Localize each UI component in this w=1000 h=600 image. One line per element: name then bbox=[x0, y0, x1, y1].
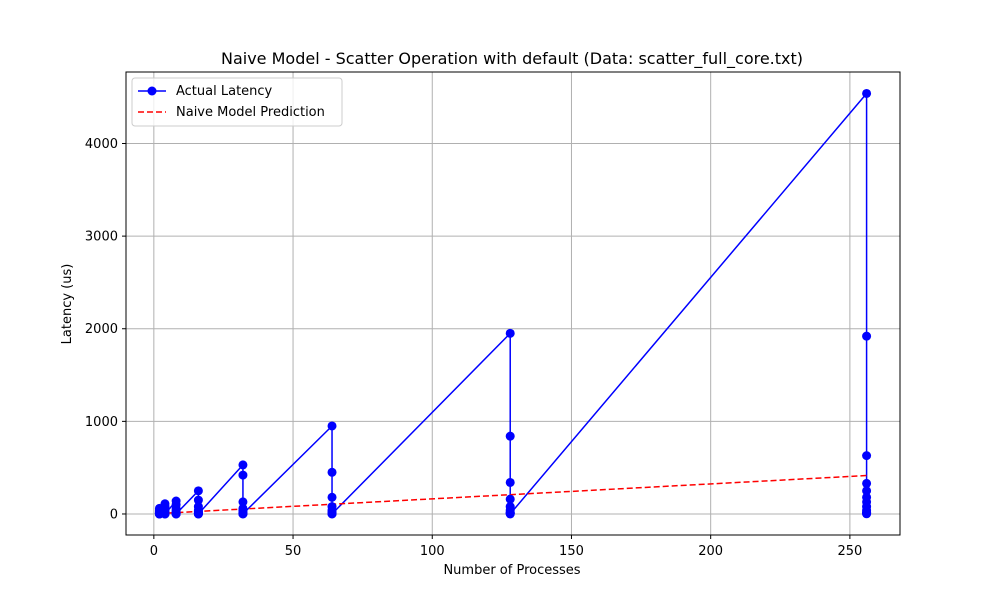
x-tick-label: 200 bbox=[698, 544, 723, 559]
y-tick-label: 1000 bbox=[85, 415, 118, 430]
actual-latency-point bbox=[505, 509, 515, 519]
actual-latency-point bbox=[160, 509, 170, 519]
actual-latency-point bbox=[862, 451, 872, 461]
axes: 0 50 100 150 200 250 0 1000 2000 3000 4000 bbox=[85, 71, 901, 559]
y-axis-label: Latency (us) bbox=[60, 264, 75, 345]
actual-latency-point bbox=[862, 331, 872, 341]
actual-latency-point bbox=[862, 509, 872, 519]
actual-latency-point bbox=[862, 478, 872, 488]
x-axis-label: Number of Processes bbox=[443, 563, 580, 578]
actual-latency-point bbox=[171, 509, 181, 519]
y-tick-label: 2000 bbox=[85, 322, 118, 337]
naive-prediction-line bbox=[159, 474, 867, 515]
y-tick-label: 0 bbox=[110, 507, 118, 522]
actual-latency-point bbox=[238, 509, 248, 519]
actual-latency-point bbox=[238, 497, 248, 507]
x-tick-label: 50 bbox=[285, 544, 302, 559]
legend-box bbox=[131, 77, 343, 127]
x-tick-label: 250 bbox=[837, 544, 862, 559]
x-tick-label: 100 bbox=[420, 544, 445, 559]
y-tick-label: 4000 bbox=[85, 137, 118, 152]
actual-latency-point bbox=[505, 494, 515, 504]
data-layer bbox=[154, 88, 872, 519]
actual-latency-point bbox=[505, 431, 515, 441]
legend-naive-label: Naive Model Prediction bbox=[176, 105, 325, 120]
actual-latency-point bbox=[505, 477, 515, 487]
actual-latency-line bbox=[158, 92, 868, 515]
grid bbox=[126, 72, 900, 535]
legend-actual-marker bbox=[147, 86, 157, 96]
actual-latency-point bbox=[327, 509, 337, 519]
actual-latency-point bbox=[193, 486, 203, 496]
actual-latency-point bbox=[327, 492, 337, 502]
actual-latency-point bbox=[193, 495, 203, 505]
plot-frame bbox=[125, 71, 901, 536]
x-tick-label: 0 bbox=[150, 544, 158, 559]
actual-latency-point bbox=[327, 467, 337, 477]
actual-latency-point bbox=[862, 88, 872, 98]
x-tick-label: 150 bbox=[559, 544, 584, 559]
actual-latency-point bbox=[327, 421, 337, 431]
actual-latency-point bbox=[862, 486, 872, 496]
actual-latency-point bbox=[505, 328, 515, 338]
actual-latency-point bbox=[238, 470, 248, 480]
legend-actual-label: Actual Latency bbox=[176, 84, 273, 99]
legend: Actual Latency Naive Model Prediction bbox=[131, 77, 343, 127]
chart-title: Naive Model - Scatter Operation with def… bbox=[221, 49, 803, 69]
y-tick-label: 3000 bbox=[85, 230, 118, 245]
actual-latency-point bbox=[193, 509, 203, 519]
actual-latency-point bbox=[238, 460, 248, 470]
